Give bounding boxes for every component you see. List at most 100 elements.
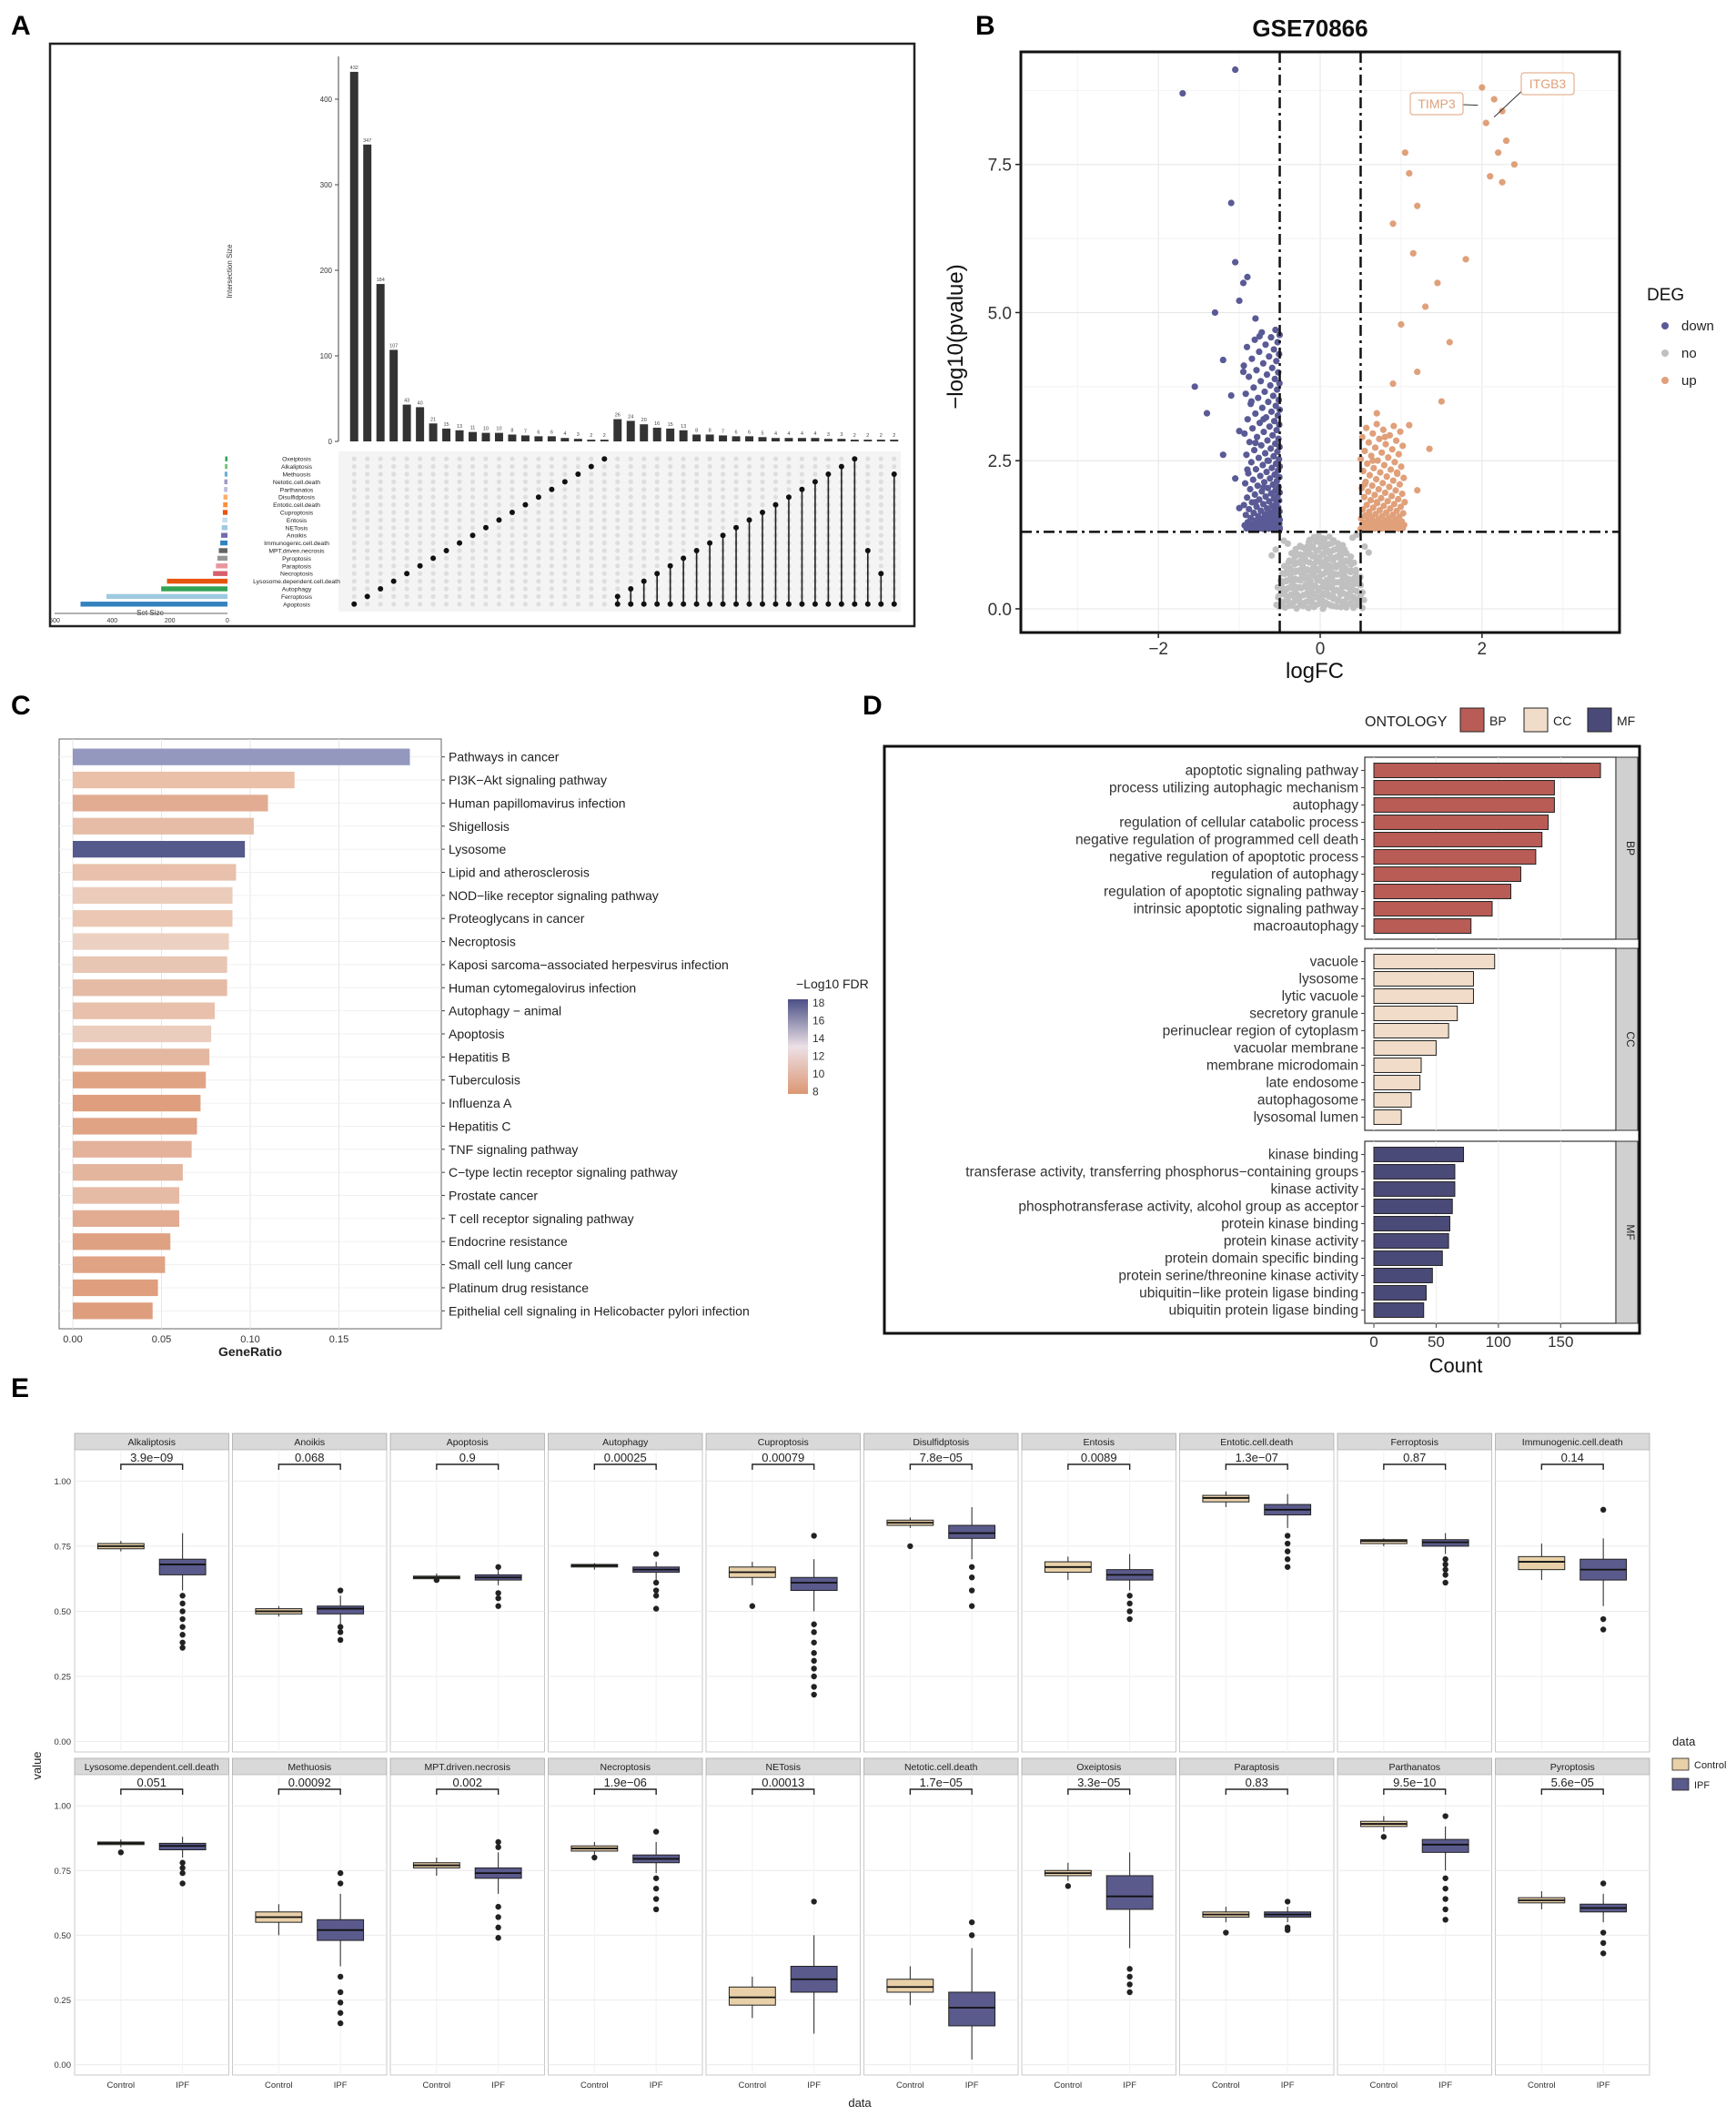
matrix-empty-dot <box>549 463 554 470</box>
box-legend-title: data <box>1672 1735 1696 1748</box>
matrix-empty-dot <box>457 463 462 470</box>
box-outlier <box>179 1865 186 1871</box>
intersection-bar <box>811 438 820 441</box>
kegg-bar <box>73 956 227 974</box>
box-outlier <box>968 1587 975 1594</box>
matrix-empty-dot <box>418 502 423 508</box>
matrix-empty-dot <box>510 517 515 523</box>
intersection-bar <box>429 423 438 441</box>
go-bar-bp <box>1373 849 1537 865</box>
matrix-empty-dot <box>668 463 673 470</box>
matrix-active-dot <box>864 601 871 607</box>
matrix-empty-dot <box>681 548 686 553</box>
point-up <box>1395 495 1402 503</box>
matrix-empty-dot <box>510 579 515 584</box>
matrix-empty-dot <box>654 517 660 523</box>
box-outlier <box>1126 1608 1133 1615</box>
box-outlier <box>811 1691 817 1698</box>
intersection-bar <box>600 440 609 441</box>
matrix-empty-dot <box>865 487 871 492</box>
upset-ytick-label: 300 <box>320 181 333 189</box>
matrix-empty-dot <box>443 525 449 531</box>
matrix-empty-dot <box>483 593 489 600</box>
matrix-empty-dot <box>418 541 423 546</box>
point-down <box>1246 373 1253 380</box>
point-no <box>1297 558 1304 565</box>
point-up <box>1426 445 1433 452</box>
set-size-bar <box>225 463 227 470</box>
matrix-empty-dot <box>365 487 370 492</box>
matrix-empty-dot <box>483 494 489 500</box>
box-control <box>728 1986 776 2006</box>
matrix-empty-dot <box>522 579 529 584</box>
matrix-active-dot <box>891 601 897 607</box>
matrix-empty-dot <box>510 471 515 477</box>
matrix-empty-dot <box>391 517 397 523</box>
kegg-colorbar-tick: 10 <box>812 1068 825 1080</box>
matrix-empty-dot <box>812 471 818 477</box>
point-no <box>1292 552 1299 559</box>
box-outlier <box>811 1684 817 1690</box>
box-outlier <box>652 1587 660 1594</box>
matrix-empty-dot <box>443 479 449 485</box>
point-down <box>1246 439 1253 446</box>
matrix-empty-dot <box>457 487 462 492</box>
intersection-bar-label: 4 <box>774 431 777 437</box>
matrix-empty-dot <box>720 525 726 531</box>
matrix-empty-dot <box>641 479 647 485</box>
point-down <box>1247 459 1255 466</box>
kegg-category-label: Apoptosis <box>449 1027 504 1041</box>
kegg-colorbar-tick: 12 <box>812 1050 825 1063</box>
matrix-empty-dot <box>457 525 462 531</box>
matrix-empty-dot <box>443 579 449 584</box>
matrix-empty-dot <box>483 463 489 470</box>
matrix-empty-dot <box>457 563 462 569</box>
matrix-empty-dot <box>799 456 805 461</box>
box-outlier <box>179 1639 186 1645</box>
matrix-empty-dot <box>378 510 383 515</box>
matrix-empty-dot <box>430 563 436 569</box>
matrix-empty-dot <box>865 471 871 477</box>
box-outlier <box>1442 1566 1448 1573</box>
matrix-empty-dot <box>496 579 502 584</box>
matrix-empty-dot <box>430 586 436 592</box>
box-outlier <box>495 1903 501 1910</box>
go-category-label: late endosome <box>1266 1076 1358 1091</box>
matrix-empty-dot <box>351 532 357 538</box>
matrix-empty-dot <box>536 563 541 569</box>
go-bar-cc <box>1373 971 1474 987</box>
matrix-empty-dot <box>589 579 594 584</box>
point-up <box>1446 339 1453 346</box>
box-outlier <box>1126 1600 1133 1607</box>
box-outlier <box>337 1624 344 1630</box>
matrix-empty-dot <box>628 456 633 461</box>
go-category-label: lysosome <box>1299 972 1358 987</box>
matrix-empty-dot <box>351 479 357 485</box>
intersection-bar-label: 2 <box>603 433 606 439</box>
matrix-active-dot <box>720 532 726 539</box>
point-no <box>1272 546 1279 553</box>
go-category-label: protein kinase binding <box>1221 1217 1358 1232</box>
box-legend-label-control: Control <box>1694 1760 1726 1771</box>
box-outlier <box>1442 1813 1448 1819</box>
go-xtick-label: 150 <box>1548 1333 1573 1351</box>
matrix-empty-dot <box>522 479 529 485</box>
matrix-empty-dot <box>865 510 871 515</box>
intersection-bar <box>732 436 741 441</box>
matrix-empty-dot <box>562 463 568 470</box>
matrix-empty-dot <box>628 563 633 569</box>
box-significance-bracket <box>1225 1463 1288 1470</box>
box-outlier <box>1600 1506 1607 1514</box>
box-facet-panel <box>389 1774 545 2076</box>
point-down <box>1267 475 1274 482</box>
point-down <box>1252 315 1259 322</box>
go-category-label: lysosomal lumen <box>1254 1110 1358 1126</box>
point-no <box>1337 555 1344 562</box>
matrix-empty-dot <box>654 555 660 562</box>
matrix-active-dot <box>614 593 621 600</box>
matrix-empty-dot <box>391 532 397 538</box>
box-p-value: 0.00092 <box>288 1776 331 1789</box>
matrix-empty-dot <box>575 586 580 592</box>
point-down <box>1272 511 1279 518</box>
box-facet-label: Oxeiptosis <box>1076 1762 1121 1773</box>
